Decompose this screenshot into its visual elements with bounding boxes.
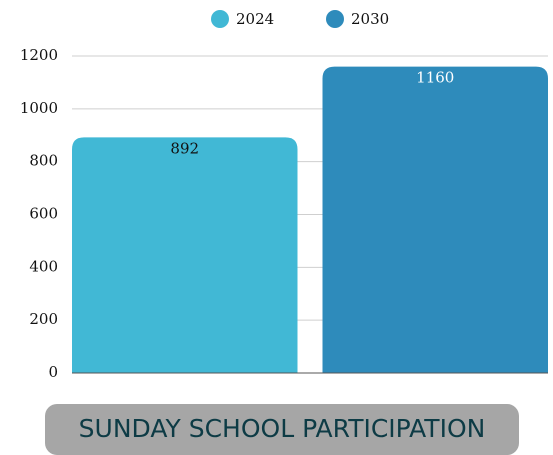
y-tick-label: 0 <box>48 363 58 381</box>
legend-label: 2024 <box>236 10 274 28</box>
bar <box>72 137 298 373</box>
title-box <box>45 404 519 455</box>
y-tick-label: 800 <box>29 152 58 170</box>
bar <box>322 66 548 374</box>
chart-title: SUNDAY SCHOOL PARTICIPATION <box>79 414 486 443</box>
y-tick-label: 600 <box>29 205 58 223</box>
value-label: 892 <box>170 139 199 157</box>
value-label: 1160 <box>416 69 454 87</box>
legend-swatch <box>211 10 229 28</box>
legend-swatch <box>326 10 344 28</box>
legend-label: 2030 <box>351 10 389 28</box>
y-tick-label: 400 <box>29 257 58 275</box>
y-tick-label: 200 <box>29 310 58 328</box>
y-tick-label: 1000 <box>20 99 58 117</box>
y-tick-label: 1200 <box>20 46 58 64</box>
